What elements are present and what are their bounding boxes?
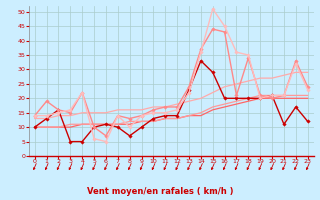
- Text: Vent moyen/en rafales ( km/h ): Vent moyen/en rafales ( km/h ): [87, 187, 233, 196]
